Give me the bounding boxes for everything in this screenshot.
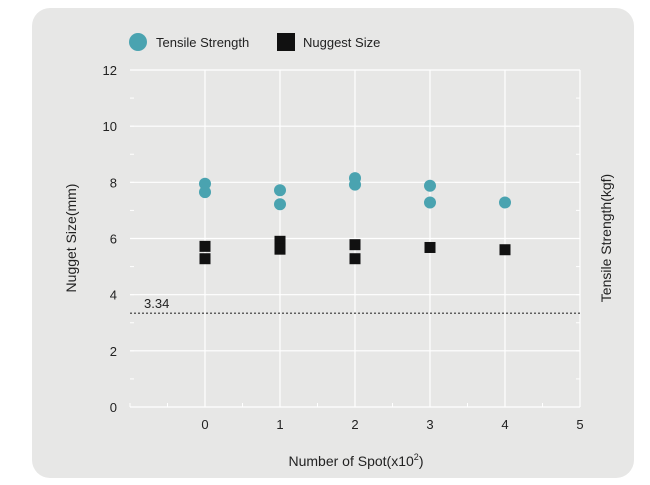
point-tensile-strength [349,178,361,191]
x-tick-label: 1 [276,417,283,432]
reference-line-group: 3.34 [130,296,580,314]
legend-marker-nuggest-size [277,33,295,51]
x-tick-label: 2 [351,417,358,432]
y-tick-label: 10 [103,119,117,134]
y-tick-label: 4 [110,288,117,303]
x-tick-label: 4 [501,417,508,432]
y-tick-label: 6 [110,232,117,247]
point-tensile-strength [199,186,211,199]
x-tick-label: 0 [201,417,208,432]
x-axis-title-end: ) [419,453,424,469]
point-tensile-strength [424,196,436,209]
point-tensile-strength [274,198,286,211]
grid-lines [129,69,581,408]
point-nuggest-size [424,241,436,253]
y-axis-title-left: Nugget Size(mm) [63,184,79,293]
x-tick-labels: 0 1 2 3 4 5 [201,417,583,432]
y-tick-label: 2 [110,344,117,359]
y-axis-title-right: Tensile Strength(kgf) [598,174,614,302]
legend-label-nuggest-size: Nuggest Size [303,35,380,50]
point-nuggest-size [349,239,361,251]
point-nuggest-size [199,240,211,252]
y-tick-label: 0 [110,400,117,415]
point-nuggest-size [499,244,511,256]
legend-label-tensile-strength: Tensile Strength [156,35,249,50]
x-axis-title-superscript: 2 [414,452,419,462]
point-tensile-strength [499,196,511,209]
point-nuggest-size [274,235,286,247]
point-tensile-strength [199,177,211,190]
y-tick-labels: 0 2 4 6 8 10 12 [103,63,117,415]
legend: Tensile Strength Nuggest Size [129,33,380,51]
data-points [199,172,511,265]
x-axis-title-main: Number of Spot(x10 [289,453,414,469]
y-tick-label: 8 [110,175,117,190]
point-tensile-strength [274,184,286,197]
x-tick-label: 5 [576,417,583,432]
reference-line-label: 3.34 [144,296,169,311]
point-nuggest-size [349,253,361,265]
point-nuggest-size [199,253,211,265]
y-tick-label: 12 [103,63,117,78]
point-tensile-strength [424,179,436,192]
point-nuggest-size [274,243,286,255]
chart-card [32,8,634,478]
legend-marker-tensile-strength [129,33,147,51]
x-axis-title: Number of Spot(x102) [289,452,424,469]
x-tick-label: 3 [426,417,433,432]
